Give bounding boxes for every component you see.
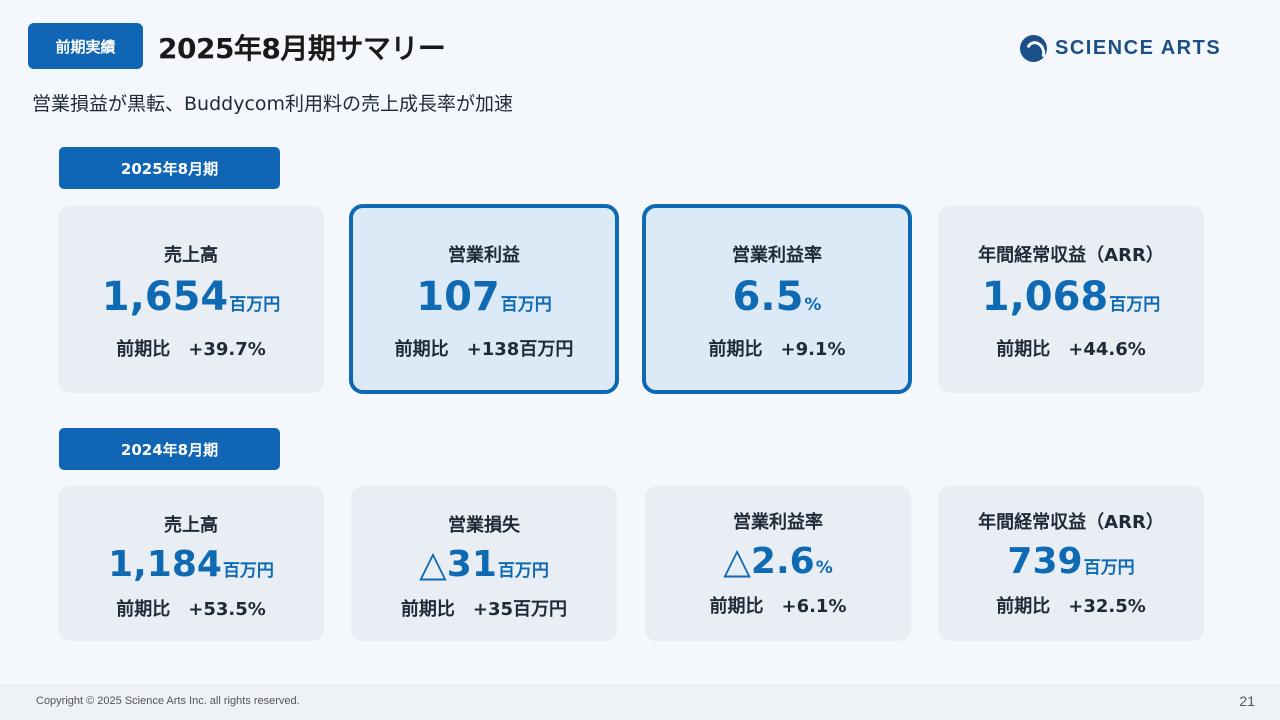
card-value: △31 百万円 [419, 544, 549, 585]
card-fy2025-operating-profit: 営業利益 107 百万円 前期比 +138百万円 [349, 204, 619, 394]
card-comparison: 前期比 +32.5% [996, 596, 1146, 617]
card-value: 6.5% [732, 274, 822, 320]
card-value: 1,184 百万円 [108, 544, 274, 585]
science-arts-logo-icon [1020, 34, 1047, 62]
card-comparison: 前期比 +44.6% [996, 339, 1146, 360]
card-label: 営業利益率 [732, 245, 822, 266]
card-value: 107 百万円 [416, 274, 552, 320]
card-label: 営業利益 [448, 245, 520, 266]
card-label: 年間経常収益（ARR） [978, 512, 1164, 533]
page-subtitle: 営業損益が黒転、Buddycom利用料の売上成長率が加速 [32, 93, 514, 115]
page-title: 2025年8月期サマリー [158, 32, 446, 65]
period-label-fy2024: 2024年8月期 [59, 428, 280, 470]
card-comparison: 前期比 +35百万円 [400, 599, 568, 620]
card-unit: 百万円 [229, 295, 281, 315]
card-fy2024-operating-margin: 営業利益率 △2.6% 前期比 +6.1% [645, 486, 911, 641]
card-unit: 百万円 [497, 561, 549, 581]
card-value: 739 百万円 [1007, 541, 1135, 582]
card-comparison: 前期比 +39.7% [116, 339, 266, 360]
card-label: 営業損失 [448, 515, 520, 536]
card-value: △2.6% [723, 541, 833, 582]
card-comparison: 前期比 +53.5% [116, 599, 266, 620]
card-unit: % [804, 295, 822, 315]
card-label: 売上高 [164, 245, 218, 266]
card-label: 売上高 [164, 515, 218, 536]
copyright-text: Copyright © 2025 Science Arts Inc. all r… [36, 695, 300, 707]
card-unit: 百万円 [222, 561, 274, 581]
card-fy2024-arr: 年間経常収益（ARR） 739 百万円 前期比 +32.5% [938, 486, 1204, 641]
card-unit: % [815, 558, 833, 578]
card-comparison: 前期比 +6.1% [709, 596, 847, 617]
footer: Copyright © 2025 Science Arts Inc. all r… [0, 684, 1280, 720]
card-fy2024-operating-loss: 営業損失 △31 百万円 前期比 +35百万円 [351, 486, 617, 641]
card-comparison: 前期比 +138百万円 [394, 339, 574, 360]
card-fy2025-sales: 売上高 1,654 百万円 前期比 +39.7% [58, 206, 324, 393]
card-fy2025-arr: 年間経常収益（ARR） 1,068 百万円 前期比 +44.6% [938, 206, 1204, 393]
page-number: 21 [1239, 693, 1255, 709]
company-logo: SCIENCE ARTS [1020, 33, 1221, 63]
card-label: 年間経常収益（ARR） [978, 245, 1164, 266]
logo-text: SCIENCE ARTS [1055, 36, 1222, 59]
section-tag: 前期実績 [28, 23, 143, 69]
card-unit: 百万円 [500, 295, 552, 315]
card-value: 1,654 百万円 [101, 274, 281, 320]
card-fy2024-sales: 売上高 1,184 百万円 前期比 +53.5% [58, 486, 324, 641]
card-unit: 百万円 [1109, 295, 1161, 315]
card-unit: 百万円 [1083, 558, 1135, 578]
card-fy2025-operating-margin: 営業利益率 6.5% 前期比 +9.1% [642, 204, 912, 394]
card-value: 1,068 百万円 [981, 274, 1161, 320]
card-comparison: 前期比 +9.1% [708, 339, 846, 360]
card-label: 営業利益率 [733, 512, 823, 533]
period-label-fy2025: 2025年8月期 [59, 147, 280, 189]
